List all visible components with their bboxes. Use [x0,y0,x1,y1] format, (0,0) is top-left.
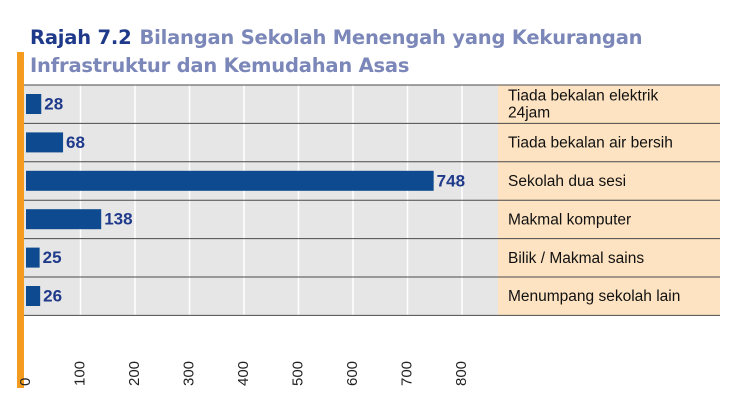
bar [26,170,434,191]
bar [26,94,42,114]
x-tick-label: 0 [17,378,34,386]
bar [26,132,64,153]
x-tick-label: 400 [235,361,252,386]
figure-number: Rajah 7.2 [30,26,132,49]
category-label: Tiada bekalan air bersih [508,135,673,152]
category-label: Bilik / Makmal sains [508,250,644,267]
chart-title: Rajah 7.2 Bilangan Sekolah Menengah yang … [30,24,720,80]
data-label: 748 [437,171,465,190]
x-tick-label: 800 [453,361,470,386]
x-tick-label: 100 [71,361,88,386]
data-label: 138 [104,210,132,229]
x-tick-label: 700 [398,361,415,386]
bar [26,247,40,268]
category-label: Sekolah dua sesi [508,173,626,190]
category-label: Makmal komputer [508,211,631,228]
category-label: Menumpang sekolah lain [508,288,680,305]
axis-accent-bar [17,52,24,388]
data-label: 68 [66,133,85,152]
category-label: Tiada bekalan elektrik 24jam [508,88,658,122]
data-label: 28 [44,94,63,113]
bar [26,286,41,306]
x-tick-label: 200 [126,361,143,386]
x-tick-label: 500 [289,361,306,386]
data-label: 26 [43,286,62,305]
bar [26,209,102,230]
x-tick-label: 600 [344,361,361,386]
data-label: 25 [43,248,62,267]
title-text: Bilangan Sekolah Menengah yang Kekuranga… [30,26,643,77]
x-tick-label: 300 [180,361,197,386]
